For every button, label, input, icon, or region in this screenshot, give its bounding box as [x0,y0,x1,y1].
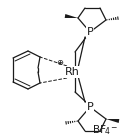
Polygon shape [65,14,78,18]
Polygon shape [106,119,119,123]
Text: BF: BF [93,125,106,135]
Text: P: P [87,27,93,37]
Text: 4: 4 [105,126,110,136]
Text: ⊕: ⊕ [56,58,63,66]
Text: Rh: Rh [65,67,79,77]
Text: −: − [110,123,116,132]
Text: P: P [87,102,93,112]
